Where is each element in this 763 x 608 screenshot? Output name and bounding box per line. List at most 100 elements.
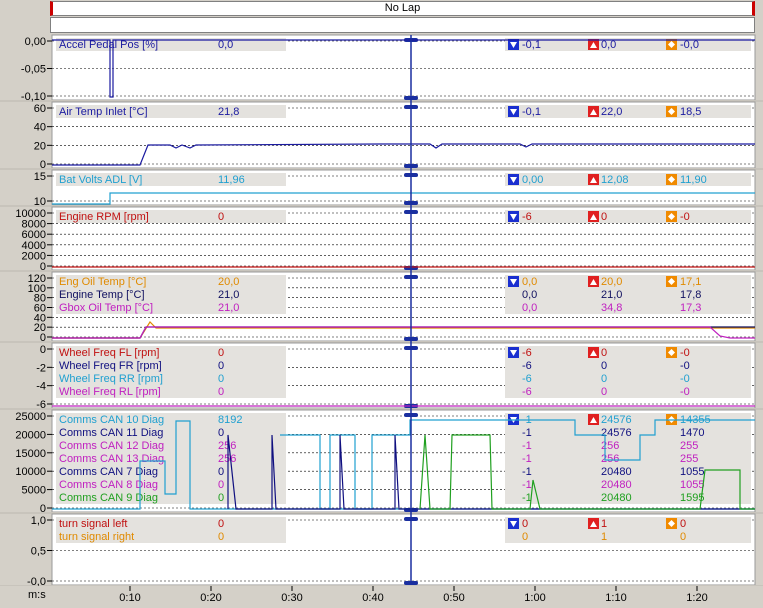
- avg-diamond-glyph: [668, 278, 675, 285]
- channel-value: 0,0: [218, 39, 233, 51]
- min-arrow-glyph: [510, 177, 517, 183]
- min-arrow-glyph: [510, 350, 517, 356]
- channel-value: 0: [218, 427, 224, 439]
- avg-diamond-glyph: [668, 213, 675, 220]
- channel-max: 20,0: [601, 276, 622, 288]
- y-tick-label: -0,10: [21, 91, 46, 103]
- channel-stats-bg: [505, 173, 751, 186]
- channel-name: Wheel Freq FL [rpm]: [59, 347, 159, 359]
- channel-stats-bg: [505, 491, 751, 504]
- y-tick-label: -0,05: [21, 64, 46, 76]
- y-tick-label: 0,00: [25, 36, 46, 48]
- lap-selector[interactable]: No Lap: [50, 1, 755, 16]
- channel-value: 0: [218, 479, 224, 491]
- channel-min: -1: [522, 427, 532, 439]
- y-tick-label: 15000: [15, 448, 46, 460]
- min-arrow-glyph: [510, 279, 517, 285]
- y-tick-label: 10000: [15, 208, 46, 220]
- channel-value: 20,0: [218, 276, 239, 288]
- channel-stats-bg: [505, 275, 751, 288]
- channel-max: 0: [601, 347, 607, 359]
- panel-separator-batvolts: [0, 205, 763, 207]
- avg-diamond-glyph: [668, 176, 675, 183]
- channel-max: 12,08: [601, 174, 629, 186]
- channel-avg: -0: [680, 360, 690, 372]
- channel-min: 0,0: [522, 276, 537, 288]
- channel-value: 0: [218, 211, 224, 223]
- channel-avg: -0: [680, 347, 690, 359]
- channel-stats-bg: [505, 439, 751, 452]
- channel-label-bg: [56, 517, 286, 530]
- channel-name: Engine Temp [°C]: [59, 289, 145, 301]
- channel-stats-bg: [505, 517, 751, 530]
- channel-avg: -0,0: [680, 39, 699, 51]
- max-arrow-glyph: [590, 109, 597, 115]
- trace-gbox-oil-temp: [52, 326, 755, 339]
- trace-can11: [227, 434, 755, 510]
- max-arrow-glyph: [590, 350, 597, 356]
- y-tick-label: 4000: [22, 240, 46, 252]
- channel-min: -6: [522, 360, 532, 372]
- channel-avg: 18,5: [680, 106, 701, 118]
- time-axis-bar: [0, 586, 763, 608]
- lap-timeline-strip[interactable]: [50, 17, 755, 33]
- channel-min: 0,00: [522, 174, 543, 186]
- channel-stats-bg: [505, 346, 751, 359]
- trace-can9: [419, 434, 755, 510]
- channel-max: 0,0: [601, 39, 616, 51]
- y-tick-label: 8000: [22, 219, 46, 231]
- channel-name: Comms CAN 12 Diag: [59, 440, 164, 452]
- channel-value: 0: [218, 531, 224, 543]
- channel-max: 0: [601, 373, 607, 385]
- y-tick-label: 0: [40, 503, 46, 515]
- min-arrow-glyph: [510, 521, 517, 527]
- channel-max: 21,0: [601, 289, 622, 301]
- channel-avg: 0: [680, 531, 686, 543]
- channel-name: Air Temp Inlet [°C]: [59, 106, 148, 118]
- y-tick-label: 0: [40, 261, 46, 273]
- channel-name: Bat Volts ADL [V]: [59, 174, 142, 186]
- channel-name: turn signal left: [59, 518, 127, 530]
- channel-stats-bg: [505, 385, 751, 398]
- channel-min: -1: [522, 479, 532, 491]
- channel-value: 21,0: [218, 302, 239, 314]
- channel-min: 0: [522, 531, 528, 543]
- channel-avg: 17,3: [680, 302, 701, 314]
- max-arrow-glyph: [590, 42, 597, 48]
- y-tick-label: 0: [40, 159, 46, 171]
- y-tick-label: 80: [34, 293, 46, 305]
- channel-stats-bg: [505, 465, 751, 478]
- avg-diamond-glyph: [668, 349, 675, 356]
- trace-bat-volts: [52, 192, 755, 205]
- channel-value: 256: [218, 440, 236, 452]
- y-tick-label: 10: [34, 196, 46, 208]
- channel-name: turn signal right: [59, 531, 134, 543]
- y-tick-label: 60: [34, 303, 46, 315]
- channel-max: 0: [601, 360, 607, 372]
- channel-name: Comms CAN 11 Diag: [59, 427, 163, 439]
- trace-can10-b: [280, 419, 755, 510]
- channel-label-bg: [56, 275, 286, 288]
- channel-avg: -0: [680, 211, 690, 223]
- channel-name: Wheel Freq FR [rpm]: [59, 360, 162, 372]
- channel-avg: 11,90: [680, 174, 707, 186]
- channel-min: -1: [522, 440, 532, 452]
- channel-max: 20480: [601, 492, 632, 504]
- channel-max: 24576: [601, 414, 632, 426]
- channel-max: 34,8: [601, 302, 622, 314]
- y-tick-label: 20000: [15, 429, 46, 441]
- channel-name: Wheel Freq RR [rpm]: [59, 373, 163, 385]
- channel-max: 20480: [601, 466, 632, 478]
- channel-avg: -0: [680, 373, 690, 385]
- channel-label-bg: [56, 210, 286, 223]
- channel-max: 20480: [601, 479, 632, 491]
- trace-accel-pedal: [52, 39, 755, 98]
- channel-avg: 0: [680, 518, 686, 530]
- min-arrow-glyph: [510, 42, 517, 48]
- y-tick-label: 40: [34, 312, 46, 324]
- y-tick-label: -0,0: [27, 576, 46, 588]
- avg-diamond-glyph: [668, 41, 675, 48]
- channel-max: 256: [601, 440, 619, 452]
